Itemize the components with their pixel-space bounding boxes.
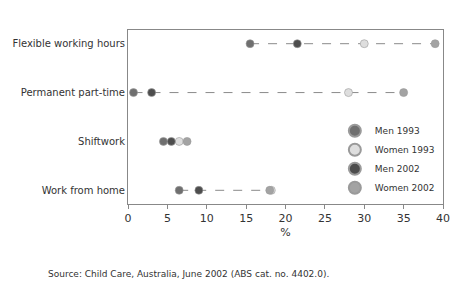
svg-text:40: 40 <box>436 212 450 225</box>
svg-text:Men 1993: Men 1993 <box>375 126 420 136</box>
svg-text:25: 25 <box>318 212 332 225</box>
svg-text:Work from home: Work from home <box>42 185 125 196</box>
svg-text:Women 2002: Women 2002 <box>375 183 435 193</box>
svg-text:%: % <box>280 226 290 239</box>
svg-text:Men 2002: Men 2002 <box>375 164 420 174</box>
svg-text:30: 30 <box>357 212 371 225</box>
svg-text:10: 10 <box>200 212 214 225</box>
svg-text:Shiftwork: Shiftwork <box>78 136 125 147</box>
svg-text:Permanent part-time: Permanent part-time <box>21 87 125 98</box>
svg-text:35: 35 <box>397 212 411 225</box>
svg-text:0: 0 <box>125 212 132 225</box>
svg-text:15: 15 <box>239 212 253 225</box>
svg-text:Flexible working hours: Flexible working hours <box>12 38 125 49</box>
svg-text:Women 1993: Women 1993 <box>375 145 435 155</box>
svg-text:5: 5 <box>164 212 171 225</box>
svg-text:Source: Child Care, Australia,: Source: Child Care, Australia, June 2002… <box>48 269 329 279</box>
svg-text:20: 20 <box>279 212 293 225</box>
